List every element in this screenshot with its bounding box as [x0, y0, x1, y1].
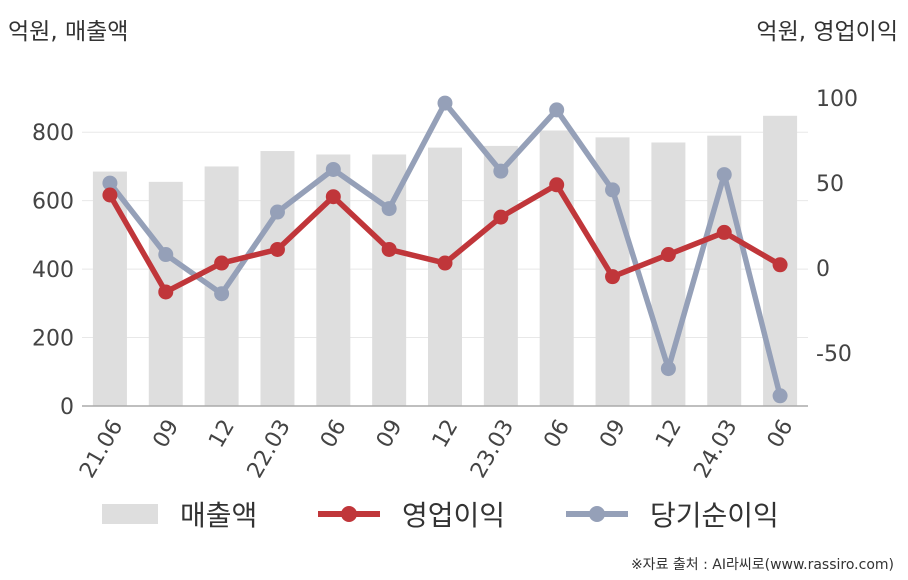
- legend-label-revenue: 매출액: [180, 499, 258, 532]
- legend-item-net-income: 당기순이익: [566, 492, 779, 536]
- operating-profit-point: [102, 187, 118, 203]
- revenue-bar: [539, 130, 574, 406]
- x-tick-label: 09: [372, 416, 408, 453]
- x-tick-label: 06: [316, 416, 352, 453]
- x-tick-label: 12: [428, 416, 464, 453]
- left-tick-label: 400: [32, 258, 74, 283]
- x-tick-label: 12: [204, 416, 240, 453]
- legend-label-operating-profit: 영업이익: [402, 499, 506, 532]
- net-income-point: [158, 247, 174, 263]
- x-tick-label: 12: [651, 416, 687, 453]
- net-income-point: [102, 175, 118, 191]
- left-tick-label: 600: [32, 190, 74, 215]
- revenue-bar: [260, 151, 295, 406]
- net-income-point: [381, 201, 397, 217]
- source-note: ※자료 출처 : AI라씨로(www.rassiro.com): [630, 557, 894, 573]
- operating-profit-point: [716, 224, 732, 240]
- operating-profit-point: [437, 255, 453, 271]
- net-income-point: [269, 204, 285, 220]
- x-tick-label: 22.03: [243, 416, 296, 483]
- net-income-point: [716, 167, 732, 183]
- right-tick-label: 50: [816, 172, 844, 197]
- net-income-point: [437, 95, 453, 111]
- revenue-bar: [92, 171, 127, 406]
- revenue-bar: [372, 154, 407, 406]
- legend-label-net-income: 당기순이익: [650, 499, 779, 532]
- right-tick-label: 100: [816, 87, 858, 112]
- x-tick-label: 24.03: [689, 416, 742, 483]
- net-income-point: [772, 388, 788, 404]
- operating-profit-point: [158, 284, 174, 300]
- x-tick-label: 06: [539, 416, 575, 453]
- revenue-bar: [428, 147, 462, 406]
- net-income-point: [214, 286, 230, 302]
- legend-item-operating-profit: 영업이익: [318, 492, 505, 536]
- x-tick-label: 23.03: [466, 416, 519, 483]
- net-income-point: [660, 361, 676, 377]
- legend-swatch-operating-profit: [318, 505, 380, 523]
- legend-item-revenue: 매출액: [102, 492, 257, 536]
- operating-profit-point: [325, 189, 341, 205]
- operating-profit-point: [660, 247, 676, 263]
- x-tick-label: 09: [149, 416, 185, 453]
- operating-profit-point: [772, 257, 788, 273]
- left-axis-unit: 억원, 매출액: [8, 19, 129, 45]
- line-series: [102, 95, 788, 404]
- operating-profit-point: [605, 269, 621, 285]
- right-tick-label: 0: [816, 257, 830, 282]
- x-tick-label: 06: [763, 416, 799, 453]
- net-income-point: [605, 182, 621, 198]
- net-income-point: [493, 163, 509, 179]
- operating-profit-point: [549, 177, 565, 193]
- legend: 매출액 영업이익 당기순이익: [0, 492, 908, 536]
- x-tick-label: 21.06: [75, 416, 128, 483]
- operating-profit-point: [269, 241, 285, 257]
- operating-profit-point: [493, 209, 509, 225]
- legend-swatch-revenue: [102, 504, 158, 524]
- x-tick-label: 09: [595, 416, 631, 453]
- left-tick-label: 800: [32, 121, 74, 146]
- legend-swatch-net-income: [566, 505, 628, 523]
- net-income-point: [549, 102, 565, 118]
- left-tick-label: 200: [32, 327, 74, 352]
- left-tick-label: 0: [60, 395, 74, 420]
- operating-profit-point: [381, 241, 397, 257]
- net-income-point: [325, 161, 341, 177]
- right-axis-unit: 억원, 영업이익: [756, 19, 898, 45]
- revenue-bar: [483, 145, 518, 406]
- right-tick-label: -50: [816, 342, 852, 367]
- operating-profit-point: [214, 255, 230, 271]
